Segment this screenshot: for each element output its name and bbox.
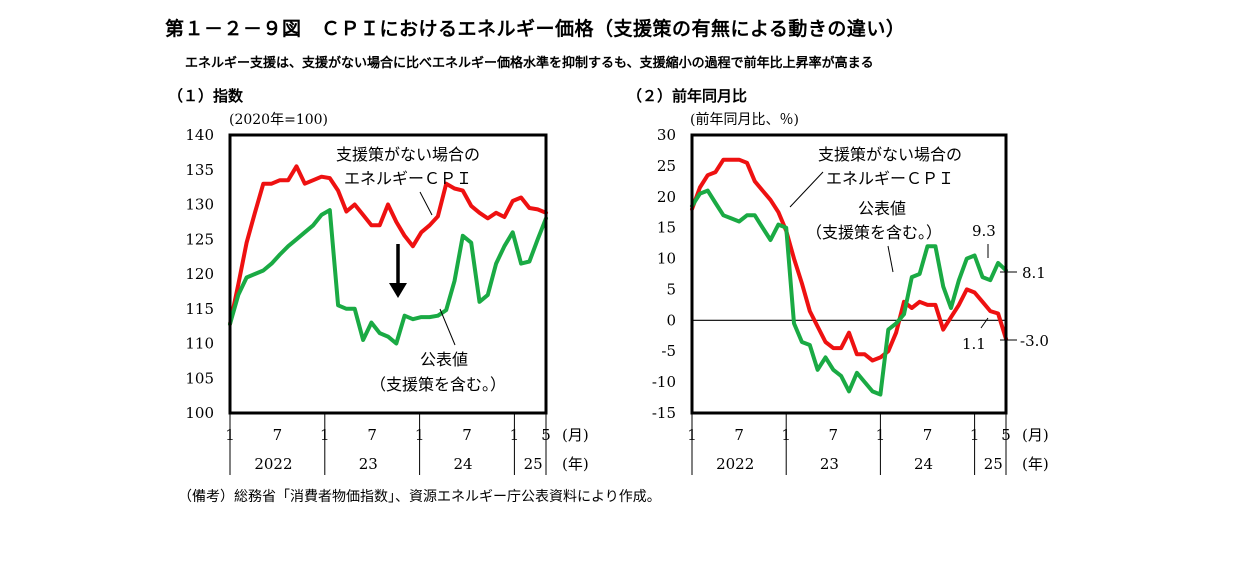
- right-year-tick-label: 24: [914, 455, 933, 473]
- right-ytick-label: 10: [657, 250, 676, 268]
- left-panel-title: （１）指数: [168, 87, 244, 105]
- right-year-label: (年): [1022, 455, 1049, 473]
- right-ytick-label: 0: [666, 311, 676, 329]
- right-month-tick-label: 7: [734, 426, 744, 444]
- figure-title: 第１－２－９図 ＣＰＩにおけるエネルギー価格（支援策の有無による動きの違い）: [165, 18, 906, 40]
- left-annot-green-pointer: [439, 308, 456, 346]
- left-month-tick-label: 7: [273, 426, 283, 444]
- left-annot-green-line1: 公表値: [420, 350, 468, 369]
- right-annot-red-line1: 支援策がない場合の: [818, 145, 962, 164]
- left-year-tick-label: 24: [454, 455, 473, 473]
- right-panel: （２）前年同月比 (前年同月比、％) -15-10-5051015202530 …: [627, 87, 1049, 475]
- left-annot-red-line1: 支援策がない場合の: [336, 145, 480, 164]
- left-year-tick-label: 2022: [254, 455, 292, 473]
- left-series: [228, 164, 548, 346]
- left-plot-frame: [228, 133, 548, 415]
- left-ytick-label: 130: [185, 196, 214, 214]
- left-annot-red-line2: エネルギーＣＰＩ: [344, 169, 472, 188]
- right-year-tick-label: 2022: [716, 455, 754, 473]
- right-label-8-1: 8.1: [1022, 264, 1046, 282]
- down-arrow-icon: [389, 283, 407, 298]
- left-month-tick-label: 7: [462, 426, 472, 444]
- right-annot-green-pointer: [887, 245, 894, 273]
- left-year-tick-label: 25: [524, 455, 543, 473]
- left-series-no-support-line: [228, 164, 548, 326]
- right-month-label: (月): [1022, 426, 1049, 444]
- left-ytick-label: 125: [185, 230, 214, 248]
- right-ytick-label: 15: [657, 219, 676, 237]
- right-ytick-label: -10: [652, 373, 676, 391]
- right-year-tick-label: 25: [984, 455, 1003, 473]
- right-label-1-1-pointer: [980, 317, 989, 329]
- right-y-axis: -15 -10 -5 0 5 10 15 20 25 30: [652, 126, 1006, 422]
- right-series-official-line: [690, 188, 1008, 397]
- right-label-neg3: -3.0: [1020, 332, 1049, 350]
- right-ytick-label: -5: [661, 342, 676, 360]
- left-panel: （１）指数 (2020年=100) 1001051101151201251301…: [168, 87, 589, 475]
- right-annot-red-line2: エネルギーＣＰＩ: [826, 169, 954, 188]
- right-ytick-label: 20: [657, 188, 676, 206]
- left-ytick-label: 110: [185, 335, 214, 353]
- left-ytick-label: 105: [185, 369, 214, 387]
- left-ytick-label: 100: [185, 404, 214, 422]
- right-unit-label: (前年同月比、％): [690, 111, 799, 128]
- right-month-tick-label: 7: [923, 426, 933, 444]
- left-annot-green-line2: （支援策を含む。）: [370, 375, 506, 394]
- right-annot-green-line2: （支援策を含む。）: [806, 223, 942, 242]
- right-series-no-support-line: [690, 157, 1008, 363]
- right-panel-title: （２）前年同月比: [627, 87, 747, 105]
- left-ytick-label: 115: [185, 300, 214, 318]
- left-month-tick-label: 7: [367, 426, 377, 444]
- right-ytick-label: 5: [666, 280, 676, 298]
- left-unit-label: (2020年=100): [229, 112, 328, 128]
- right-year-tick-label: 23: [820, 455, 839, 473]
- left-ytick-label: 140: [185, 126, 214, 144]
- right-annot-green-line1: 公表値: [858, 199, 906, 218]
- figure-subtitle: エネルギー支援は、支援がない場合に比べエネルギー価格水準を抑制するも、支援縮小の…: [185, 56, 874, 71]
- right-label-1-1: 1.1: [962, 335, 986, 353]
- left-year-tick-label: 23: [359, 455, 378, 473]
- right-ytick-label: 25: [657, 157, 676, 175]
- left-month-label: (月): [562, 426, 589, 444]
- left-ytick-label: 120: [185, 265, 214, 283]
- source-note: （備考）総務省「消費者物価指数」、資源エネルギー庁公表資料により作成。: [178, 489, 661, 505]
- right-plot-frame: [690, 133, 1008, 415]
- right-ytick-label: -15: [652, 404, 676, 422]
- left-ytick-label: 135: [185, 161, 214, 179]
- left-y-axis: 100 105 110 115 120 125 130 135 140: [185, 126, 214, 422]
- right-month-tick-label: 7: [829, 426, 839, 444]
- left-year-label: (年): [562, 455, 589, 473]
- right-label-9-3: 9.3: [972, 222, 996, 240]
- right-series: [690, 157, 1008, 397]
- right-ytick-label: 30: [657, 126, 676, 144]
- left-series-official-line: [228, 208, 548, 346]
- left-annot-red-pointer: [419, 191, 433, 216]
- right-annot-red-pointer: [789, 171, 824, 208]
